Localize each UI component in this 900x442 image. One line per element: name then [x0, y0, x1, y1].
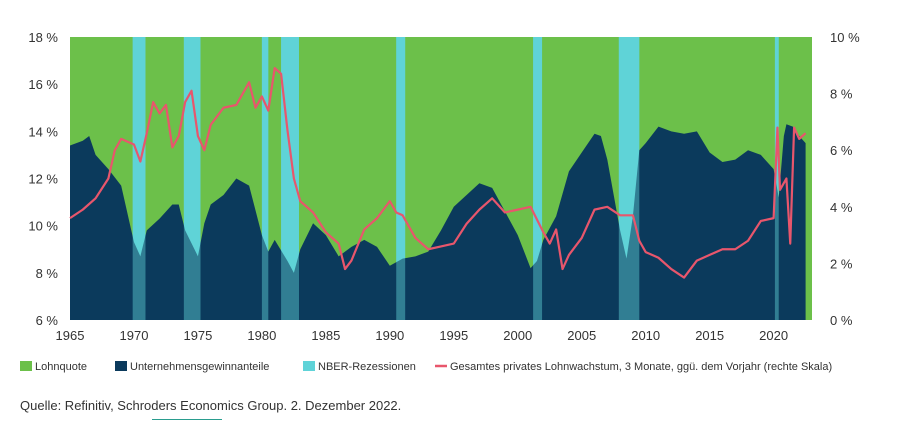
recession-overlay	[774, 37, 779, 320]
recession-band	[774, 37, 779, 320]
plot-area	[69, 37, 812, 320]
x-tick-label: 1970	[120, 328, 149, 343]
gewinne-area	[70, 124, 806, 320]
y-right-tick-label: 0 %	[830, 313, 853, 328]
recession-overlay	[183, 37, 201, 320]
y-left-tick-label: 16 %	[28, 77, 58, 92]
legend-label: Gesamtes privates Lohnwachstum, 3 Monate…	[450, 361, 832, 373]
recession-overlay	[281, 37, 299, 320]
recession-overlay	[261, 37, 269, 320]
y-left-tick-label: 12 %	[28, 172, 58, 187]
legend-label: NBER-Rezessionen	[318, 361, 416, 373]
x-tick-label: 2015	[695, 328, 724, 343]
x-tick-label: 1995	[439, 328, 468, 343]
y-right-tick-label: 10 %	[830, 30, 860, 45]
y-left-tick-label: 6 %	[36, 313, 59, 328]
source-note: Quelle: Refinitiv, Schroders Economics G…	[20, 398, 402, 413]
wage-growth-line	[69, 67, 807, 279]
y-left-tick-label: 8 %	[36, 266, 59, 281]
legend-label: Lohnquote	[35, 361, 87, 373]
x-tick-label: 1980	[247, 328, 276, 343]
x-tick-label: 2005	[567, 328, 596, 343]
source-underline	[152, 419, 222, 420]
y-left-tick-label: 14 %	[28, 124, 58, 139]
legend-swatch	[303, 361, 315, 371]
y-right-tick-label: 8 %	[830, 87, 853, 102]
legend: Lohnquote Unternehmensgewinnanteile NBER-R…	[20, 361, 832, 373]
x-tick-label: 2000	[503, 328, 532, 343]
y-right-tick-label: 2 %	[830, 256, 853, 271]
y-right-tick-label: 4 %	[830, 200, 853, 215]
legend-swatch	[20, 361, 32, 371]
y-right-tick-label: 6 %	[830, 143, 853, 158]
recession-overlay	[132, 37, 146, 320]
x-tick-label: 1965	[56, 328, 85, 343]
recession-overlay	[533, 37, 543, 320]
x-tick-label: 1990	[375, 328, 404, 343]
recession-overlay	[618, 37, 640, 320]
legend-label: Unternehmensgewinnanteile	[130, 361, 269, 373]
recession-band	[396, 37, 406, 320]
y-left-tick-label: 10 %	[28, 219, 58, 234]
x-tick-label: 2010	[631, 328, 660, 343]
recession-band	[261, 37, 269, 320]
y-left-tick-label: 18 %	[28, 30, 58, 45]
x-tick-label: 2020	[759, 328, 788, 343]
recession-band	[533, 37, 543, 320]
axes: 6 % 8 % 10 % 12 % 14 % 16 % 18 % 0 % 2 % 4 % 6 % 8 …	[28, 30, 860, 343]
x-tick-label: 1975	[183, 328, 212, 343]
recession-overlay	[396, 37, 406, 320]
legend-swatch	[115, 361, 127, 371]
x-tick-label: 1985	[311, 328, 340, 343]
